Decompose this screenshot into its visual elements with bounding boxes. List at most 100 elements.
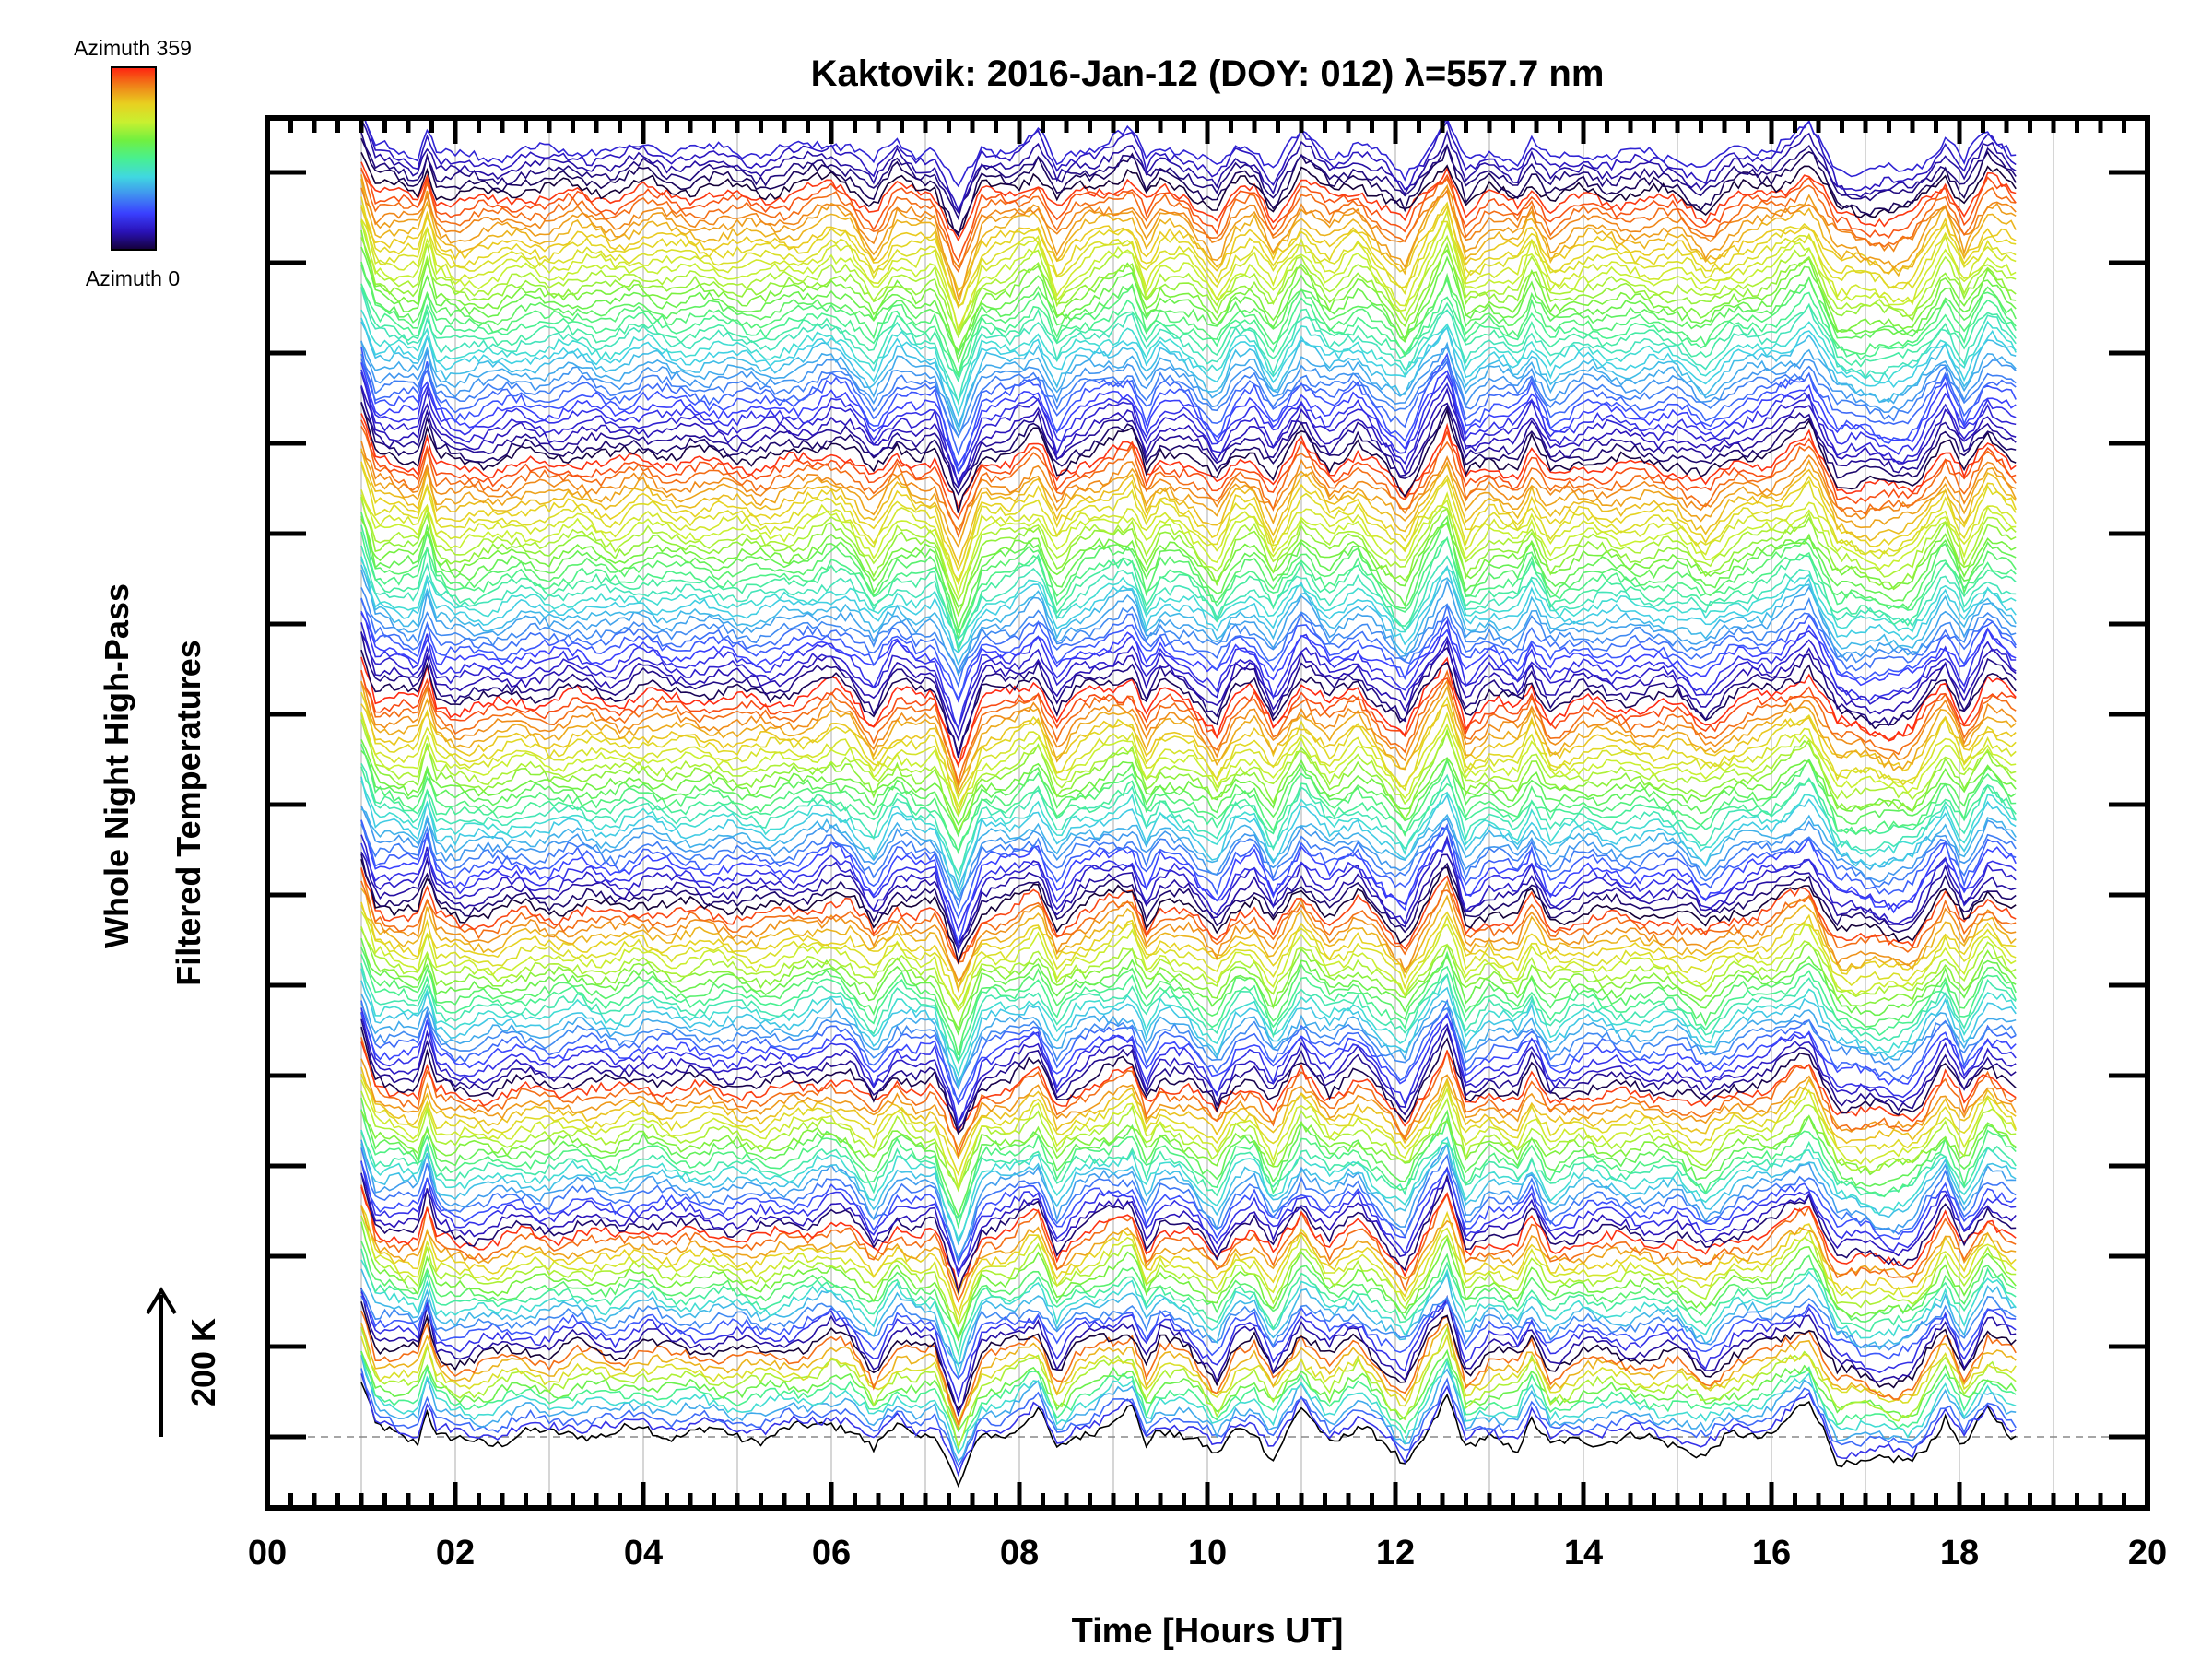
trace-ring4-az300	[360, 888, 2017, 993]
trace-ring4-az0	[360, 858, 2017, 965]
trace-ring3-az24	[360, 1018, 2017, 1132]
trace-ring5-az227	[360, 713, 2017, 834]
trace-ring2-az240	[360, 1215, 2017, 1328]
x-tick-label: 08	[1000, 1534, 1039, 1572]
trace-ring7-az40	[364, 120, 2017, 212]
trace-ring7-az280	[360, 196, 2017, 309]
trace-ring4-az90	[360, 998, 2017, 1101]
scale-bar: 200 K	[146, 1287, 222, 1437]
trace-ring4-az60	[360, 1007, 2017, 1126]
trace-ring7-az340	[360, 169, 2017, 264]
trace-ring3-az96	[360, 1147, 2017, 1261]
x-tick-label: 04	[624, 1534, 663, 1572]
trace-ring4-az150	[360, 968, 2017, 1077]
trace-ring2-az60	[360, 1291, 2017, 1404]
trace-ring7-az130	[360, 321, 2017, 433]
trace-ring2-az195	[360, 1241, 2017, 1338]
trace-ring1-az90	[360, 1368, 2017, 1468]
trace-ring4-az165	[360, 962, 2017, 1065]
trace-ring6-az60	[360, 612, 2017, 732]
trace-ring4-az240	[360, 926, 2017, 1009]
trace-ring7-az110	[360, 340, 2017, 439]
trace-ring7-az30	[360, 120, 2017, 214]
x-tick-label: 20	[2128, 1534, 2167, 1572]
trace-ring7-az260	[360, 205, 2017, 332]
x-tick-label: 16	[1752, 1534, 1791, 1572]
trace-ring6-az184	[360, 531, 2017, 634]
trace-ring6-az263	[360, 489, 2017, 582]
trace-ring7-az220	[360, 229, 2017, 353]
trace-ring4-az270	[360, 904, 2017, 1003]
trace-ring4-az30	[360, 852, 2017, 947]
trace-ring1-az210	[360, 1348, 2017, 1432]
trace-ring5-az176	[360, 766, 2017, 853]
x-tick-label: 10	[1188, 1534, 1227, 1572]
trace-ring1-az150	[360, 1350, 2017, 1455]
trace-ring4-az330	[360, 880, 2017, 963]
trace-ring2-az173	[360, 1248, 2017, 1357]
trace-ring7-az310	[360, 174, 2017, 300]
trace-ring7-az180	[360, 283, 2017, 379]
trace-ring7-az150	[360, 309, 2017, 404]
trace-ring3-az60	[360, 1160, 2017, 1278]
trace-ring5-az150	[360, 780, 2017, 886]
trace-ring7-az70	[360, 362, 2017, 467]
trace-ring4-az315	[360, 868, 2017, 983]
trace-ring6-az308	[360, 451, 2017, 548]
trace-ring4-az75	[360, 1012, 2017, 1106]
trace-ring3-az150	[360, 1129, 2017, 1241]
trace-ring2-az83	[360, 1295, 2017, 1380]
trace-ring6-az26	[360, 386, 2017, 489]
trace-ring7-az10	[360, 137, 2017, 238]
trace-ring3-az204	[360, 1097, 2017, 1218]
trace-ring3-az168	[360, 1131, 2017, 1219]
trace-ring6-az15	[360, 401, 2017, 496]
y-axis-label-line2: Filtered Temperatures	[170, 640, 207, 985]
trace-ring5-az317	[360, 678, 2017, 788]
trace-ring7-az350	[360, 161, 2017, 242]
trace-ring1-az180	[360, 1350, 2017, 1451]
trace-ring6-az38	[360, 385, 2017, 486]
trace-ring5-az21	[360, 631, 2017, 759]
traces	[360, 120, 2017, 1488]
trace-ring2-az353	[360, 1186, 2017, 1293]
trace-ring4-az135	[360, 980, 2017, 1090]
trace-ring7-az0	[360, 152, 2017, 234]
trace-ring5-az86	[360, 819, 2017, 920]
trace-ring6-az94	[360, 597, 2017, 688]
trace-ring4-az15	[360, 853, 2017, 951]
trace-ring6-az274	[360, 464, 2017, 585]
trace-ring3-az348	[360, 1041, 2017, 1134]
trace-ring6-az206	[360, 514, 2017, 631]
trace-ring7-az90	[360, 358, 2017, 456]
trace-ring2-az105	[360, 1288, 2017, 1366]
chart-title: Kaktovik: 2016-Jan-12 (DOY: 012) λ=557.7…	[811, 53, 1605, 94]
trace-ring3-az6	[360, 1026, 2017, 1135]
x-tick-label: 14	[1564, 1534, 1603, 1572]
trace-ring7-az240	[360, 220, 2017, 339]
trace-ring7-az270	[360, 218, 2017, 307]
trace-ring5-az189	[360, 744, 2017, 854]
trace-ring6-az285	[360, 461, 2017, 572]
trace-ring4-az285	[360, 901, 2017, 991]
trace-ring6-az4	[360, 402, 2017, 513]
trace-ring7-az230	[360, 237, 2017, 339]
trace-ring3-az276	[360, 1073, 2017, 1177]
trace-ring7-az320	[360, 187, 2017, 269]
trace-ring5-az111	[360, 805, 2017, 901]
trace-ring1-az300	[360, 1322, 2017, 1431]
trace-ring5-az137	[360, 776, 2017, 898]
trace-ring1-az120	[360, 1355, 2017, 1463]
colorbar-bottom-label: Azimuth 0	[86, 266, 180, 290]
trace-ring4-az210	[360, 937, 2017, 1036]
trace-ring6-az195	[360, 512, 2017, 641]
trace-ring6-az353	[360, 413, 2017, 511]
trace-ring0-az0	[360, 1382, 2017, 1488]
trace-ring7-az80	[360, 347, 2017, 475]
y-axis-label-line1: Whole Night High-Pass	[98, 583, 135, 948]
trace-ring3-az132	[360, 1141, 2017, 1246]
colorbar: Azimuth 359 Azimuth 0	[74, 36, 192, 290]
trace-ring7-az50	[364, 120, 2017, 188]
x-tick-label: 00	[248, 1534, 287, 1572]
